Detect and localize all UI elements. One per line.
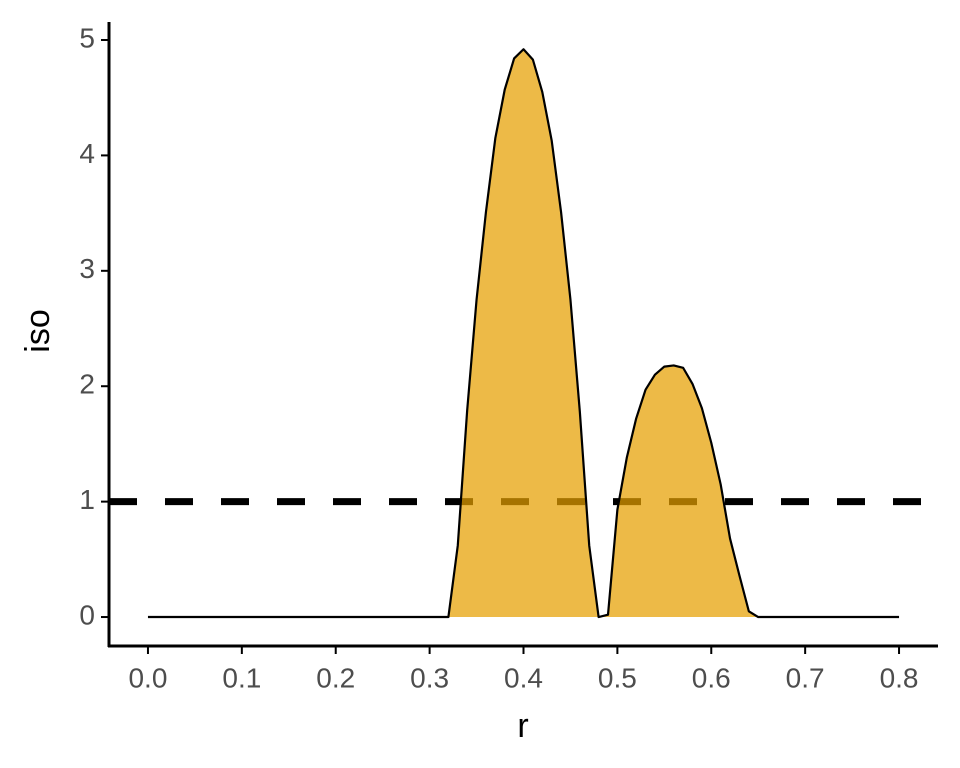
y-tick-label: 4	[79, 138, 95, 169]
y-axis-title: iso	[19, 309, 57, 352]
x-tick-label: 0.6	[692, 662, 731, 693]
x-tick-label: 0.8	[880, 662, 919, 693]
x-axis-title: r	[517, 707, 528, 745]
y-tick-label: 1	[79, 484, 95, 515]
y-tick-label: 5	[79, 22, 95, 53]
y-tick-label: 0	[79, 599, 95, 630]
x-tick-label: 0.0	[128, 662, 167, 693]
area	[147, 49, 900, 618]
x-tick-label: 0.4	[504, 662, 543, 693]
area-outline	[147, 48, 900, 619]
x-tick-label: 0.2	[316, 662, 355, 693]
x-tick-label: 0.5	[598, 662, 637, 693]
x-tick-label: 0.1	[222, 662, 261, 693]
y-tick-label: 2	[79, 369, 95, 400]
x-tick-label: 0.7	[786, 662, 825, 693]
x-tick-label: 0.3	[410, 662, 449, 693]
y-tick-label: 3	[79, 253, 95, 284]
